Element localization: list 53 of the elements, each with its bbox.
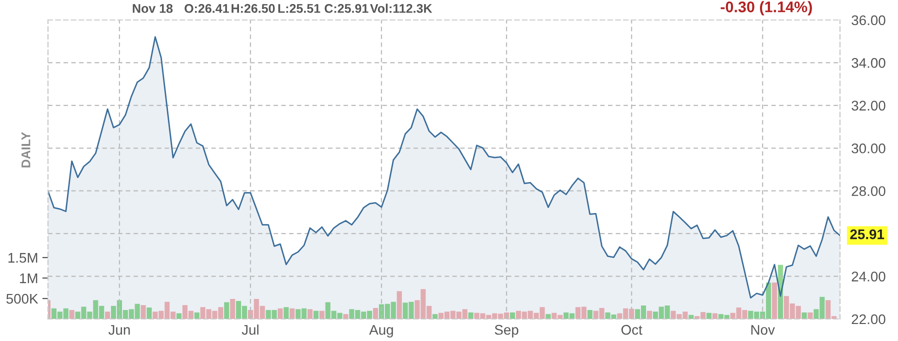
text: O:26.41 (184, 4, 229, 13)
text: L:25.51 (278, 4, 320, 13)
y-tick-label: 34.00 (852, 58, 886, 68)
bar (278, 308, 283, 319)
bar (313, 310, 318, 319)
text: H:26.50 (232, 4, 275, 13)
y-tick-label: 28.00 (852, 186, 886, 196)
bar (712, 313, 718, 319)
bar (284, 307, 289, 319)
x-tick-label: Jun (108, 325, 130, 335)
bar (105, 312, 110, 319)
bar (224, 302, 230, 319)
bar (319, 310, 324, 319)
bar (140, 305, 146, 319)
y2-tick-label: 500K (6, 294, 38, 304)
bar (396, 291, 402, 319)
x-tick-label: Nov (751, 325, 775, 335)
y2-tick-label: 1M (20, 274, 38, 284)
bar (194, 312, 200, 319)
y-tick-label: 30.00 (852, 143, 886, 154)
x-tick-label: Aug (369, 325, 393, 338)
x-tick-label: Oct (621, 324, 642, 335)
bar (646, 310, 652, 319)
bar (546, 314, 551, 319)
y-tick-label: 36.00 (852, 15, 886, 26)
y-tick-label: 24.00 (852, 272, 886, 282)
y-tick-label: 32.00 (852, 100, 886, 111)
bar (146, 308, 152, 319)
bar (176, 313, 182, 319)
text: Nov 18 (132, 4, 173, 13)
bar (772, 282, 778, 319)
bar (372, 308, 378, 319)
text: DAILY (22, 132, 30, 168)
bar (343, 314, 348, 319)
bar (510, 312, 516, 319)
y-tick-label: 22.00 (852, 314, 886, 324)
x-tick-label: Jul (242, 324, 258, 335)
bar (230, 298, 236, 319)
bar (307, 309, 313, 319)
x-tick-label: Sep (494, 324, 518, 338)
text: 25.91 (850, 229, 884, 240)
text: -0.30 (1.14%) (720, 1, 812, 16)
bar (587, 310, 592, 319)
bar (808, 312, 813, 319)
bar (432, 314, 438, 319)
bar (468, 312, 474, 319)
text: Vol:112.3K (370, 4, 432, 13)
y2-tick-label: 1.5M (8, 253, 38, 263)
bar (69, 310, 74, 319)
bar (290, 308, 295, 319)
text: C:25.91 (324, 4, 368, 13)
bar (802, 312, 807, 319)
bar (706, 312, 712, 319)
